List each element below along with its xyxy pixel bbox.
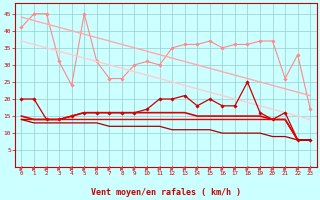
X-axis label: Vent moyen/en rafales ( km/h ): Vent moyen/en rafales ( km/h ) <box>91 188 241 197</box>
